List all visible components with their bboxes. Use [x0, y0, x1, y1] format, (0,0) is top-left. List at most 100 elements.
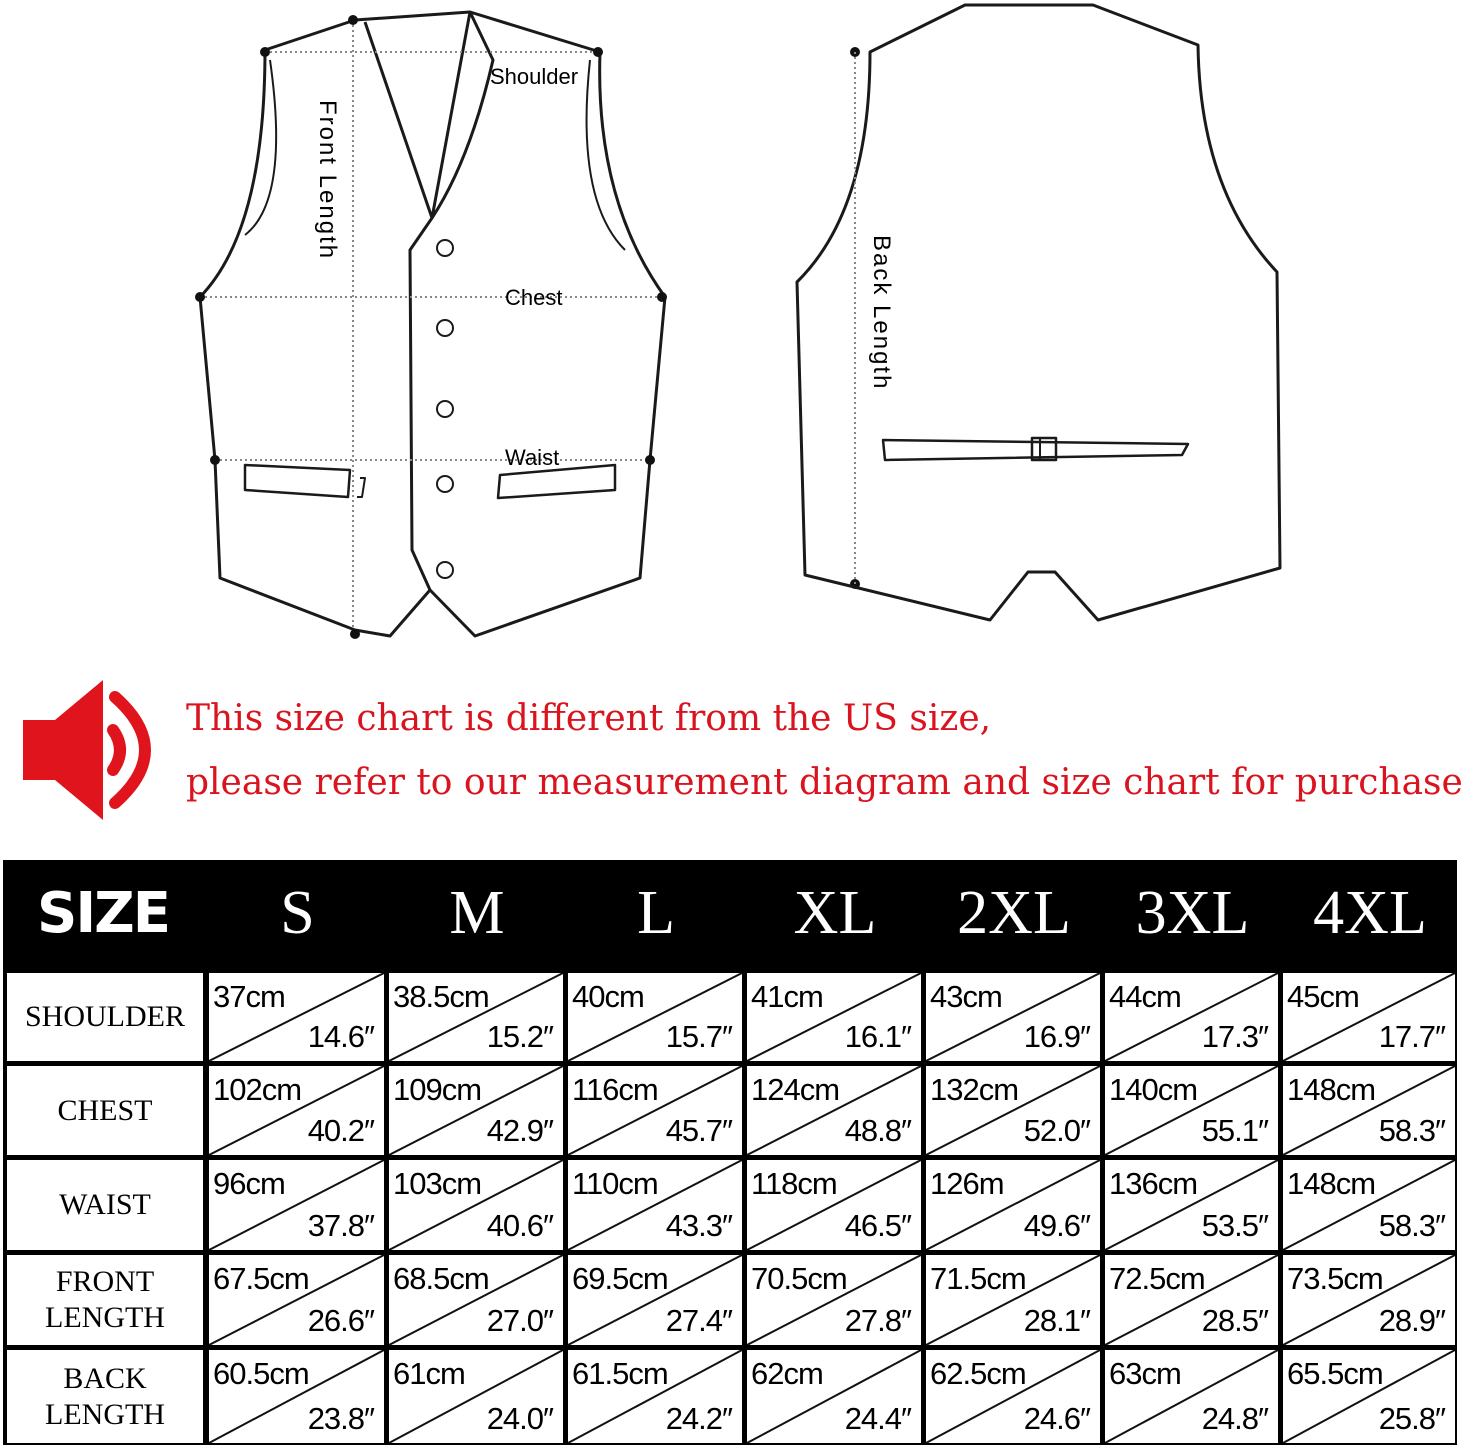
diagonal-line	[209, 1350, 384, 1443]
value-inch: 28.1″	[1023, 1303, 1091, 1338]
size-cell: 116cm 45.7″	[568, 1066, 742, 1155]
value-inch: 17.7″	[1378, 1019, 1446, 1054]
size-cell: 40cm 15.7″	[568, 973, 742, 1061]
diagonal-line	[1283, 1066, 1455, 1155]
cell-diagonal	[1283, 1066, 1455, 1155]
cell-diagonal	[1283, 1350, 1455, 1443]
size-cell: 41cm 16.1″	[747, 973, 921, 1061]
cell-diagonal	[747, 1255, 921, 1345]
value-inch: 53.5″	[1201, 1208, 1269, 1243]
value-inch: 24.4″	[844, 1401, 912, 1436]
value-inch: 17.3″	[1201, 1019, 1269, 1054]
value-inch: 28.9″	[1378, 1303, 1446, 1338]
cell-diagonal	[209, 1255, 384, 1345]
value-cm: 140cm	[1109, 1072, 1198, 1107]
value-inch: 55.1″	[1201, 1113, 1269, 1148]
size-cell: 71.5cm 28.1″	[926, 1255, 1100, 1345]
shoulder-label: Shoulder	[490, 64, 578, 89]
value-cm: 102cm	[213, 1072, 302, 1107]
diagonal-line	[568, 1066, 742, 1155]
diagonal-line	[747, 1160, 921, 1250]
diagonal-line	[747, 1350, 921, 1443]
speaker-icon	[23, 680, 151, 820]
diagonal-line	[926, 1066, 1100, 1155]
value-inch: 58.3″	[1378, 1208, 1446, 1243]
row-label-chest: CHEST	[7, 1066, 203, 1155]
value-cm: 73.5cm	[1287, 1261, 1384, 1296]
cell-diagonal	[926, 1066, 1100, 1155]
value-cm: 71.5cm	[930, 1261, 1027, 1296]
value-inch: 15.7″	[665, 1019, 733, 1054]
size-cell: 61.5cm 24.2″	[568, 1350, 742, 1443]
size-column-3xl: 3XL	[1105, 860, 1280, 967]
diagonal-line	[568, 1160, 742, 1250]
diagonal-line	[1105, 1066, 1278, 1155]
size-cell: 62.5cm 24.6″	[926, 1350, 1100, 1443]
diagonal-line	[568, 1255, 742, 1345]
size-column-2xl: 2XL	[926, 860, 1102, 967]
diagonal-line	[209, 1255, 384, 1345]
size-cell: 44cm 17.3″	[1105, 973, 1278, 1061]
size-column-s: S	[209, 860, 386, 967]
value-inch: 24.8″	[1201, 1401, 1269, 1436]
front-vest	[198, 10, 667, 638]
cell-diagonal	[747, 1350, 921, 1443]
cell-diagonal	[389, 973, 563, 1061]
cell-diagonal	[389, 1066, 563, 1155]
diagonal-line	[389, 1160, 563, 1250]
value-inch: 24.2″	[665, 1401, 733, 1436]
cell-diagonal	[389, 1255, 563, 1345]
size-cell: 61cm 24.0″	[389, 1350, 563, 1443]
value-cm: 110cm	[572, 1166, 659, 1201]
size-header: SIZE	[3, 860, 203, 967]
cell-diagonal	[209, 1160, 384, 1250]
chest-label: Chest	[505, 285, 562, 310]
cell-diagonal	[568, 1350, 742, 1443]
diagonal-line	[389, 1066, 563, 1155]
size-cell: 60.5cm 23.8″	[209, 1350, 384, 1443]
value-inch: 28.5″	[1201, 1303, 1269, 1338]
size-cell: 67.5cm 26.6″	[209, 1255, 384, 1345]
cell-diagonal	[926, 1255, 1100, 1345]
value-cm: 109cm	[393, 1072, 482, 1107]
cell-diagonal	[747, 1160, 921, 1250]
row-label-shoulder: SHOULDER	[7, 973, 203, 1061]
back-vest	[795, 3, 1282, 622]
vest-measurement-diagram: Shoulder Chest Waist Front Length Back L…	[195, 3, 1282, 639]
size-cell: 136cm 53.5″	[1105, 1160, 1278, 1250]
value-cm: 65.5cm	[1287, 1356, 1384, 1391]
size-cell: 148cm 58.3″	[1283, 1160, 1455, 1250]
value-cm: 62.5cm	[930, 1356, 1027, 1391]
value-inch: 27.8″	[844, 1303, 912, 1338]
value-cm: 37cm	[213, 979, 286, 1014]
front-measure-lines	[200, 20, 662, 634]
notice-line-2: please refer to our measurement diagram …	[186, 762, 1461, 803]
diagonal-line	[209, 973, 384, 1061]
cell-diagonal	[1105, 1160, 1278, 1250]
value-inch: 37.8″	[307, 1208, 375, 1243]
value-cm: 63cm	[1109, 1356, 1182, 1391]
cell-diagonal	[568, 973, 742, 1061]
value-cm: 60.5cm	[213, 1356, 310, 1391]
size-column-l: L	[568, 860, 744, 967]
size-cell: 69.5cm 27.4″	[568, 1255, 742, 1345]
cell-diagonal	[747, 1066, 921, 1155]
size-cell: 103cm 40.6″	[389, 1160, 563, 1250]
value-inch: 45.7″	[665, 1113, 733, 1148]
size-cell: 96cm 37.8″	[209, 1160, 384, 1250]
cell-diagonal	[568, 1066, 742, 1155]
value-cm: 96cm	[213, 1166, 286, 1201]
cell-diagonal	[926, 973, 1100, 1061]
value-cm: 40cm	[572, 979, 645, 1014]
size-cell: 63cm 24.8″	[1105, 1350, 1278, 1443]
value-inch: 43.3″	[665, 1208, 733, 1243]
diagonal-line	[1283, 1160, 1455, 1250]
value-cm: 72.5cm	[1109, 1261, 1206, 1296]
diagonal-line	[1283, 973, 1455, 1061]
value-inch: 23.8″	[307, 1401, 375, 1436]
value-cm: 118cm	[751, 1166, 838, 1201]
cell-diagonal	[209, 1066, 384, 1155]
value-cm: 116cm	[572, 1072, 659, 1107]
value-cm: 41cm	[751, 979, 824, 1014]
size-cell: 70.5cm 27.8″	[747, 1255, 921, 1345]
